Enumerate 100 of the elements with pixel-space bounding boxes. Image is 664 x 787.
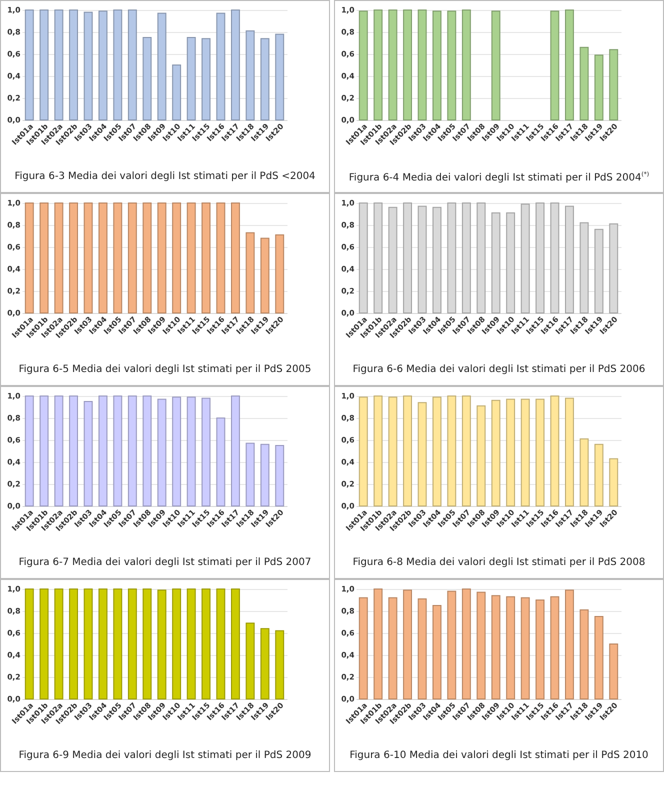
bar xyxy=(172,64,182,120)
bar xyxy=(432,396,442,506)
bar xyxy=(98,396,108,506)
bar xyxy=(157,202,166,314)
bar xyxy=(260,38,270,120)
bar xyxy=(476,592,486,700)
bar xyxy=(186,37,196,120)
bar xyxy=(230,588,240,700)
bar xyxy=(84,588,93,700)
bar xyxy=(260,628,270,700)
bar xyxy=(403,10,412,120)
bar xyxy=(142,202,152,314)
bar xyxy=(157,398,166,506)
bar xyxy=(172,202,182,314)
bar xyxy=(246,30,255,120)
bar xyxy=(388,10,398,120)
bar xyxy=(580,46,589,120)
bar xyxy=(128,202,137,314)
bar xyxy=(84,401,93,506)
bar xyxy=(418,598,427,700)
bar xyxy=(84,12,93,120)
bar xyxy=(142,37,152,120)
bar xyxy=(418,10,427,120)
bar xyxy=(142,396,152,506)
bar xyxy=(216,202,226,314)
bar xyxy=(69,202,78,314)
bar xyxy=(403,590,412,700)
bar xyxy=(157,12,166,120)
bar xyxy=(550,10,560,120)
bar xyxy=(230,10,240,120)
bar xyxy=(40,202,49,314)
bar xyxy=(202,398,211,506)
bar xyxy=(275,234,284,314)
bar xyxy=(432,10,442,120)
text: Figura 6-6 Media dei valori degli Ist stimati per il PdS 2006 xyxy=(335,364,663,375)
bar xyxy=(374,396,383,506)
bar xyxy=(506,398,516,506)
bar xyxy=(564,590,574,700)
bar xyxy=(388,597,398,700)
bar xyxy=(202,38,211,120)
bar xyxy=(172,396,182,506)
bar xyxy=(54,10,64,120)
bar xyxy=(24,10,34,120)
bar xyxy=(388,396,398,506)
bar xyxy=(246,622,255,700)
bar xyxy=(447,10,456,120)
bar xyxy=(128,588,137,700)
bar xyxy=(128,10,137,120)
bar xyxy=(54,202,64,314)
bar xyxy=(40,10,49,120)
bar xyxy=(564,10,574,120)
bar xyxy=(246,442,255,506)
text: Figura 6-5 Media dei valori degli Ist stimati per il PdS 2005 xyxy=(1,364,329,375)
bar xyxy=(403,396,412,506)
bar xyxy=(113,588,122,700)
bar xyxy=(98,588,108,700)
bar xyxy=(506,596,516,700)
bar xyxy=(358,597,368,700)
bar xyxy=(230,396,240,506)
bar xyxy=(202,202,211,314)
bar xyxy=(609,458,618,506)
bar xyxy=(432,605,442,700)
bar xyxy=(40,396,49,506)
text: Figura 6-4 Media dei valori degli Ist stimati per il PdS 2004$^{(*)}$ xyxy=(335,171,663,184)
bar xyxy=(202,588,211,700)
bar xyxy=(54,396,64,506)
bar xyxy=(374,588,383,700)
bar xyxy=(246,232,255,314)
bar xyxy=(580,609,589,700)
bar xyxy=(24,396,34,506)
bar xyxy=(418,402,427,506)
bar xyxy=(476,405,486,506)
bar xyxy=(113,10,122,120)
text: Figura 6-8 Media dei valori degli Ist stimati per il PdS 2008 xyxy=(335,557,663,568)
bar xyxy=(520,398,530,506)
bar xyxy=(550,396,560,506)
bar xyxy=(491,400,500,506)
bar xyxy=(260,444,270,506)
bar xyxy=(186,202,196,314)
bar xyxy=(275,630,284,700)
bar xyxy=(275,445,284,506)
bar xyxy=(491,10,500,120)
bar xyxy=(98,10,108,120)
bar xyxy=(84,202,93,314)
bar xyxy=(580,438,589,506)
bar xyxy=(216,418,226,506)
bar xyxy=(40,588,49,700)
bar xyxy=(113,396,122,506)
bar xyxy=(216,588,226,700)
bar xyxy=(69,588,78,700)
bar xyxy=(594,444,604,506)
bar xyxy=(186,588,196,700)
bar xyxy=(54,588,64,700)
bar xyxy=(230,202,240,314)
bar xyxy=(520,597,530,700)
bar xyxy=(609,49,618,120)
bar xyxy=(98,202,108,314)
bar xyxy=(462,10,471,120)
bar xyxy=(142,588,152,700)
bar xyxy=(157,590,166,700)
